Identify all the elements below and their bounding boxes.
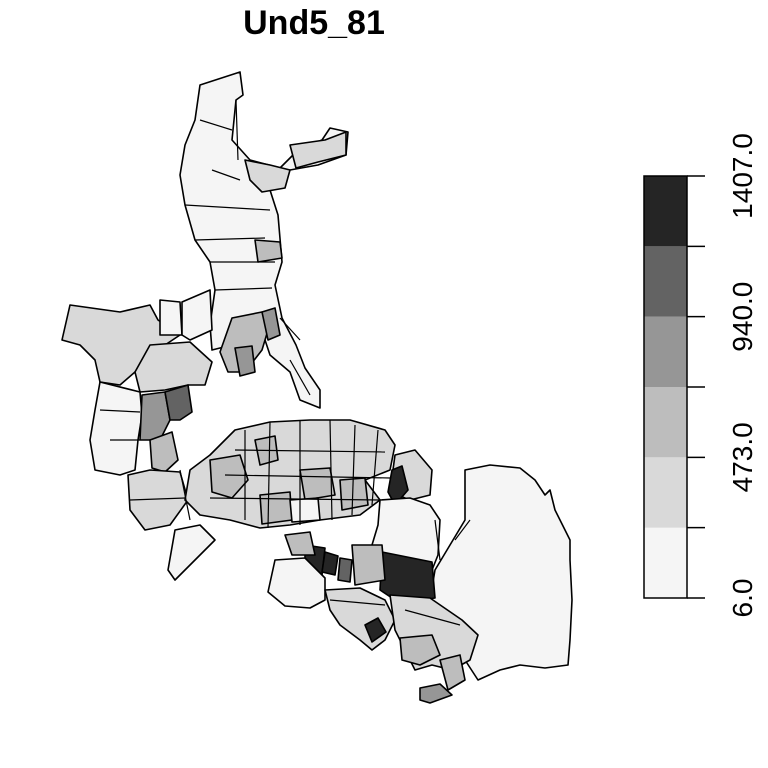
region-boundary: [211, 169, 241, 181]
region[interactable]: [439, 654, 466, 691]
legend-break-label: 1407.0: [727, 133, 758, 219]
region[interactable]: [167, 524, 216, 581]
region[interactable]: [324, 587, 396, 651]
region[interactable]: [321, 551, 339, 576]
region-boundary: [129, 497, 186, 501]
legend-swatch: [644, 527, 687, 598]
legend-swatch: [644, 176, 687, 247]
region-boundary: [279, 317, 301, 341]
legend-swatch: [644, 246, 687, 317]
region-boundary: [179, 469, 191, 521]
legend-break-label: 473.0: [727, 422, 758, 492]
region[interactable]: [261, 307, 281, 341]
region[interactable]: [289, 131, 347, 169]
region[interactable]: [299, 467, 336, 501]
region[interactable]: [337, 557, 353, 583]
legend-swatch: [644, 316, 687, 387]
legend-swatch: [644, 457, 687, 528]
region-boundary: [289, 359, 311, 396]
region-boundary: [329, 599, 386, 606]
region[interactable]: [289, 497, 321, 523]
region-boundary: [267, 421, 271, 529]
region[interactable]: [89, 381, 143, 476]
region-boundary: [234, 449, 386, 453]
region[interactable]: [267, 557, 326, 609]
region[interactable]: [387, 465, 409, 506]
legend-ticks: [687, 175, 705, 599]
region[interactable]: [234, 345, 256, 377]
region-boundary: [184, 204, 271, 211]
region-boundary: [224, 474, 391, 479]
region[interactable]: [399, 634, 441, 666]
legend-break-label: 6.0: [727, 579, 758, 618]
region[interactable]: [209, 454, 249, 499]
region[interactable]: [139, 391, 171, 441]
region-boundary: [235, 99, 239, 161]
region-boundary: [454, 519, 471, 541]
region[interactable]: [159, 299, 183, 336]
map-title: Und5_81: [243, 4, 385, 42]
region-boundary: [371, 429, 379, 506]
region-boundary: [214, 287, 273, 291]
region[interactable]: [284, 531, 316, 556]
region[interactable]: [259, 491, 293, 525]
region-boundary: [194, 237, 266, 241]
region[interactable]: [351, 544, 386, 586]
region[interactable]: [419, 683, 453, 704]
map-regions: [61, 71, 573, 704]
legend-break-label: 940.0: [727, 282, 758, 352]
region-boundary: [434, 519, 441, 561]
region[interactable]: [244, 159, 291, 193]
region-boundary: [404, 609, 461, 626]
region-boundary: [99, 409, 141, 413]
region[interactable]: [254, 239, 283, 263]
region[interactable]: [149, 431, 179, 473]
region-boundary: [199, 119, 233, 131]
region[interactable]: [364, 617, 387, 643]
map-legend: 6.0 473.0 940.0 1407.0: [643, 133, 758, 618]
legend-swatch: [644, 387, 687, 458]
region-boundary: [209, 497, 381, 501]
region[interactable]: [339, 477, 369, 511]
internal-boundaries: [99, 99, 471, 626]
region-boundary: [329, 419, 333, 521]
region[interactable]: [181, 289, 213, 341]
region[interactable]: [127, 469, 189, 531]
region[interactable]: [164, 384, 193, 421]
